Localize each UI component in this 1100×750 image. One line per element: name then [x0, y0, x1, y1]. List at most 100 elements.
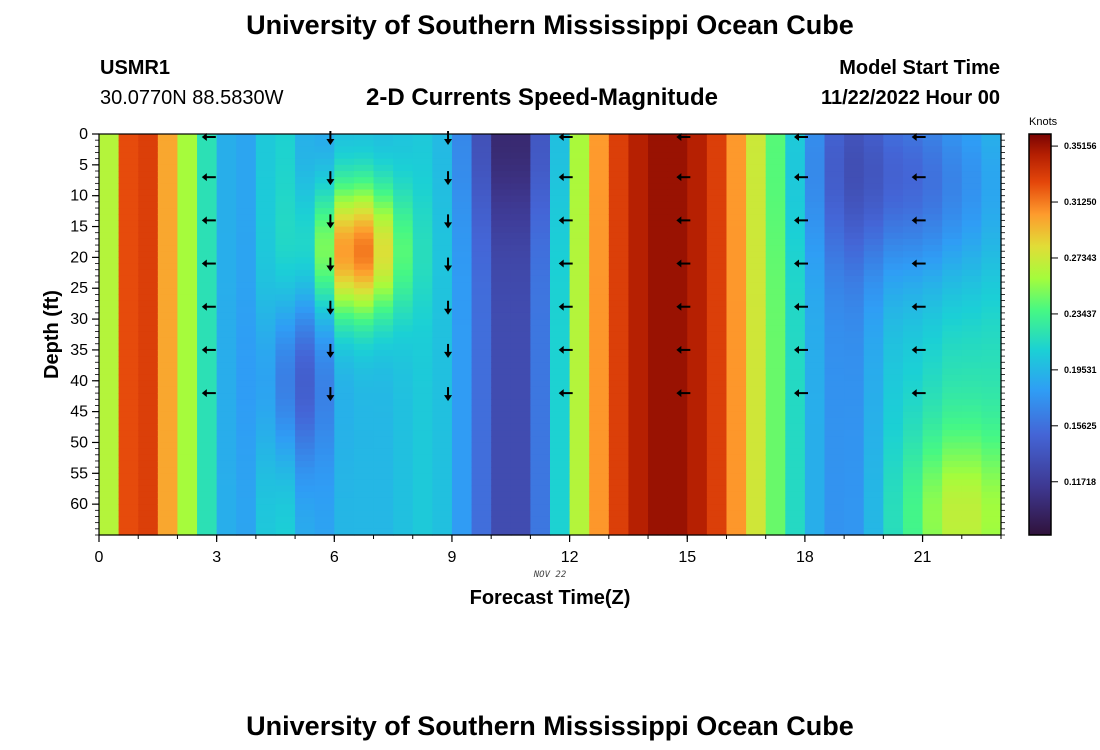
- heatmap-cell: [314, 485, 335, 493]
- heatmap-cell: [981, 442, 1002, 450]
- heatmap-cell: [197, 485, 218, 493]
- heatmap-cell: [99, 319, 120, 326]
- heatmap-cell: [99, 386, 120, 394]
- heatmap-cell: [314, 467, 335, 474]
- heatmap-cell: [275, 337, 296, 345]
- heatmap-cell: [550, 201, 571, 209]
- heatmap-cell: [608, 356, 630, 363]
- heatmap-cell: [471, 275, 492, 283]
- heatmap-cell: [844, 473, 865, 481]
- heatmap-cell: [746, 140, 767, 147]
- heatmap-cell: [471, 325, 492, 333]
- heatmap-cell: [608, 460, 630, 468]
- heatmap-cell: [922, 528, 943, 536]
- heatmap-cell: [569, 220, 590, 228]
- heatmap-cell: [706, 386, 728, 394]
- heatmap-cell: [138, 337, 159, 345]
- heatmap-cell: [746, 368, 767, 376]
- heatmap-cell: [981, 473, 1002, 481]
- heatmap-cell: [687, 152, 708, 160]
- heatmap-cell: [118, 146, 139, 154]
- current-arrow: [444, 214, 453, 229]
- heatmap-cell: [981, 158, 1002, 166]
- x-tick-label: 0: [95, 549, 104, 566]
- heatmap-cell: [491, 337, 512, 345]
- heatmap-cell: [99, 183, 120, 191]
- x-tick-label: 21: [914, 549, 932, 566]
- heatmap-cell: [451, 177, 473, 184]
- heatmap-cell: [197, 479, 218, 487]
- heatmap-cell: [746, 393, 767, 400]
- heatmap-cell: [628, 504, 649, 511]
- heatmap-cell: [942, 522, 963, 530]
- heatmap-cell: [118, 436, 139, 444]
- heatmap-cell: [373, 522, 394, 530]
- heatmap-cell: [648, 349, 669, 357]
- heatmap-cell: [510, 510, 531, 518]
- heatmap-cell: [824, 312, 845, 320]
- heatmap-cell: [118, 497, 139, 505]
- heatmap-cell: [412, 152, 433, 160]
- heatmap-cell: [412, 436, 433, 444]
- heatmap-cell: [412, 417, 433, 425]
- heatmap-cell: [902, 146, 924, 154]
- heatmap-cell: [942, 171, 963, 178]
- heatmap-cell: [157, 152, 179, 160]
- heatmap-cell: [216, 337, 237, 345]
- heatmap-cell: [510, 152, 531, 160]
- heatmap-cell: [216, 195, 237, 203]
- heatmap-cell: [275, 257, 296, 265]
- heatmap-cell: [451, 386, 473, 394]
- heatmap-cell: [824, 158, 845, 166]
- heatmap-cell: [334, 343, 355, 351]
- heatmap-cell: [295, 306, 316, 314]
- heatmap-cell: [373, 220, 394, 228]
- heatmap-cell: [510, 319, 531, 326]
- heatmap-cell: [197, 467, 218, 474]
- heatmap-cell: [981, 245, 1002, 252]
- heatmap-cell: [785, 251, 806, 258]
- heatmap-cell: [726, 257, 747, 265]
- heatmap-cell: [295, 214, 316, 221]
- heatmap-cell: [902, 337, 924, 345]
- heatmap-cell: [863, 300, 884, 308]
- heatmap-cell: [981, 460, 1002, 468]
- heatmap-cell: [667, 263, 688, 271]
- arrow-head: [911, 173, 917, 182]
- heatmap-cell: [491, 201, 512, 209]
- heatmap-cell: [785, 460, 806, 468]
- heatmap-cell: [628, 146, 649, 154]
- heatmap-cell: [334, 257, 355, 265]
- heatmap-cell: [687, 300, 708, 308]
- heatmap-cell: [451, 238, 473, 246]
- heatmap-cell: [608, 393, 630, 400]
- heatmap-cell: [197, 528, 218, 536]
- heatmap-cell: [99, 349, 120, 357]
- heatmap-cell: [942, 294, 963, 302]
- heatmap-cell: [883, 337, 904, 345]
- heatmap-cell: [353, 510, 375, 518]
- heatmap-cell: [883, 436, 904, 444]
- heatmap-cell: [255, 448, 277, 456]
- current-arrow: [444, 343, 453, 358]
- heatmap-cell: [216, 399, 237, 407]
- heatmap-cell: [157, 306, 179, 314]
- heatmap-cell: [765, 430, 786, 437]
- heatmap-cell: [785, 491, 806, 499]
- heatmap-cell: [961, 331, 982, 339]
- heatmap-cell: [902, 417, 924, 425]
- heatmap-cell: [687, 436, 708, 444]
- heatmap-cell: [138, 374, 159, 382]
- heatmap-cell: [99, 510, 120, 518]
- current-arrow: [444, 171, 453, 186]
- heatmap-cell: [99, 417, 120, 425]
- heatmap-cell: [99, 158, 120, 166]
- heatmap-cell: [863, 436, 884, 444]
- heatmap-cell: [412, 251, 433, 258]
- heatmap-cell: [530, 134, 551, 141]
- heatmap-cell: [471, 504, 492, 511]
- heatmap-cell: [706, 288, 728, 295]
- heatmap-cell: [510, 417, 531, 425]
- heatmap-cell: [589, 189, 610, 197]
- heatmap-cell: [177, 386, 198, 394]
